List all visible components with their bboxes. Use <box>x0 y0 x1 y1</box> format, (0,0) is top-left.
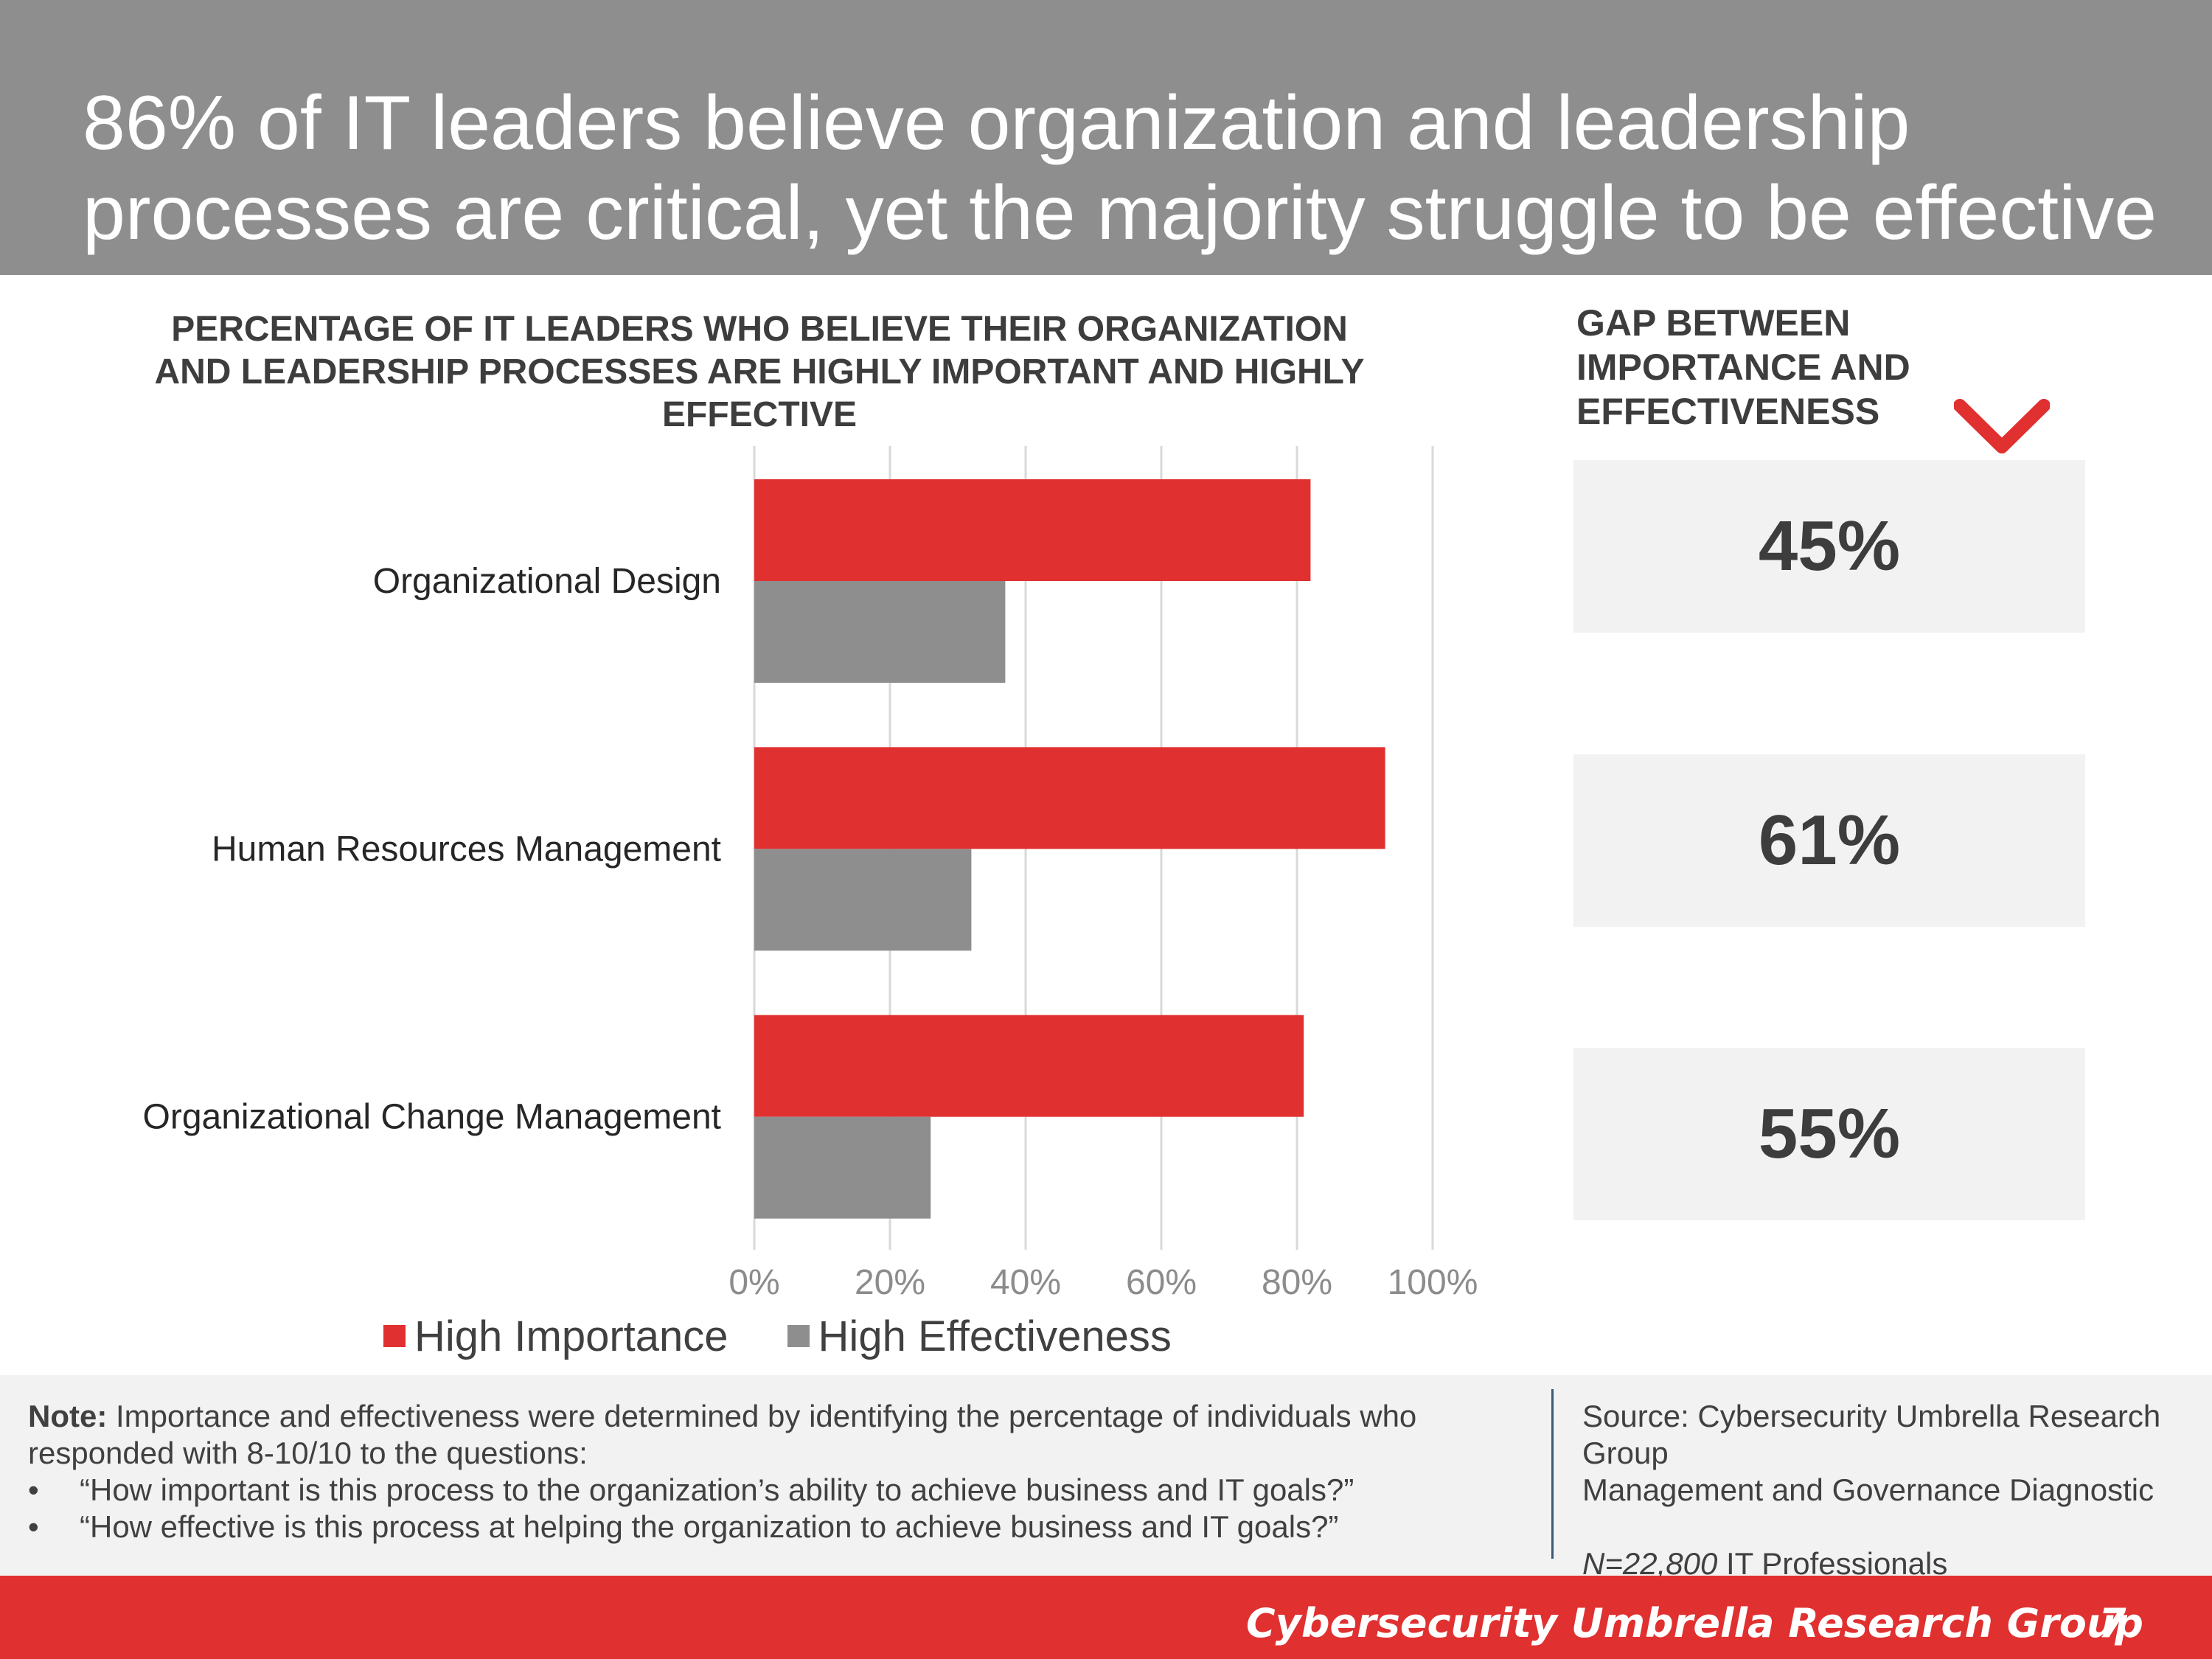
category-label: Organizational Change Management <box>143 1098 722 1137</box>
gap-value-box: 61% <box>1573 754 2085 927</box>
gap-value-box: 45% <box>1573 460 2085 633</box>
chart-legend: High Importance High Effectiveness <box>383 1307 1231 1366</box>
gap-title: GAP BETWEEN IMPORTANCE AND EFFECTIVENESS <box>1576 302 1910 432</box>
bar-chart: 0% 20% 40% 60% 80% 100% Organizational Design H… <box>143 446 1478 1302</box>
page-number: 7 <box>2098 1600 2126 1646</box>
note-block: Note: Importance and effectiveness were … <box>28 1398 1532 1545</box>
gap-value-box: 55% <box>1573 1048 2085 1220</box>
bar-high-effectiveness <box>754 849 972 951</box>
sample-size-n: N=22,800 <box>1582 1546 1718 1581</box>
legend-swatch-high-importance <box>383 1325 406 1347</box>
category-label: Organizational Design <box>373 562 721 601</box>
source-line: Management and Governance Diagnostic <box>1582 1472 2154 1507</box>
note-bullet: • “How important is this process to the o… <box>28 1472 1354 1507</box>
x-tick-label: 20% <box>855 1263 925 1302</box>
footer-brand: Cybersecurity Umbrella Research Group <box>1246 1600 2143 1646</box>
x-tick-label: 80% <box>1262 1263 1332 1302</box>
x-tick-label: 60% <box>1126 1263 1197 1302</box>
note-label: Note: <box>28 1399 108 1433</box>
legend-label: High Effectiveness <box>818 1312 1172 1360</box>
legend-item-high-effectiveness: High Effectiveness <box>787 1312 1172 1361</box>
source-line: Source: Cybersecurity Umbrella Research … <box>1582 1399 2161 1470</box>
page-title: 86% of IT leaders believe organization a… <box>83 80 2157 256</box>
note-text: Importance and effectiveness were determ… <box>28 1399 1417 1470</box>
legend-item-high-importance: High Importance <box>383 1312 728 1361</box>
bar-high-importance <box>754 747 1385 849</box>
chart-title: PERCENTAGE OF IT LEADERS WHO BELIEVE THE… <box>154 310 1365 434</box>
bar-high-effectiveness <box>754 1116 931 1219</box>
sample-size-label: IT Professionals <box>1717 1546 1948 1581</box>
divider <box>1551 1389 1554 1559</box>
note-bullet: • “How effective is this process at helpi… <box>28 1509 1339 1544</box>
notes-band <box>0 1375 2212 1576</box>
note-bullet-text: “How important is this process to the or… <box>80 1472 1354 1507</box>
footer-bar <box>0 1576 2212 1659</box>
header-bar <box>0 0 2212 275</box>
category-label: Human Resources Management <box>212 830 721 869</box>
legend-swatch-high-effectiveness <box>787 1325 810 1347</box>
sample-size: N=22,800 IT Professionals <box>1582 1545 2187 1582</box>
bar-high-effectiveness <box>754 581 1006 683</box>
source-block: Source: Cybersecurity Umbrella Research … <box>1582 1398 2187 1582</box>
legend-label: High Importance <box>414 1312 728 1360</box>
bar-high-importance <box>754 479 1311 581</box>
note-bullet-text: “How effective is this process at helpin… <box>80 1509 1339 1544</box>
x-tick-label: 0% <box>728 1263 779 1302</box>
bar-high-importance <box>754 1015 1304 1117</box>
x-tick-label: 40% <box>990 1263 1061 1302</box>
x-tick-label: 100% <box>1388 1263 1478 1302</box>
checkmark-icon <box>1954 399 2050 453</box>
